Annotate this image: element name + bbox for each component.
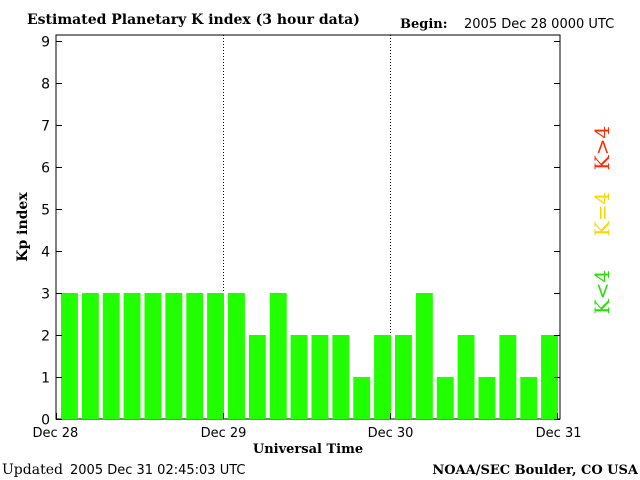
bar-12 xyxy=(311,335,329,419)
legend-item-2: K<4 xyxy=(590,270,614,314)
bar-5 xyxy=(165,293,183,419)
source-credit: NOAA/SEC Boulder, CO USA xyxy=(432,463,639,478)
bar-11 xyxy=(290,335,308,419)
y-axis-ticks: 0 1 2 3 4 5 6 7 8 9 xyxy=(41,35,560,429)
x-tick-label-0: Dec 28 xyxy=(33,426,79,441)
y-axis-label: Kp index xyxy=(15,192,31,262)
bar-4 xyxy=(144,293,162,419)
y-tick-label-2: 2 xyxy=(41,329,50,345)
bar-7 xyxy=(207,293,224,419)
bar-2 xyxy=(102,293,120,419)
x-axis-ticks: Dec 28 Dec 29 Dec 30 Dec 31 xyxy=(33,413,582,441)
y-tick-label-7: 7 xyxy=(41,119,50,135)
y-tick-label-1: 1 xyxy=(41,371,50,387)
legend-item-0: K>4 xyxy=(590,126,614,170)
y-tick-label-5: 5 xyxy=(41,203,50,219)
bar-1 xyxy=(81,293,99,419)
bar-23 xyxy=(541,335,558,419)
begin-value: 2005 Dec 28 0000 UTC xyxy=(464,17,614,32)
y-tick-label-6: 6 xyxy=(41,161,50,177)
x-tick-label-2: Dec 30 xyxy=(368,426,414,441)
y-tick-label-0: 0 xyxy=(41,413,50,429)
updated-label: Updated xyxy=(2,462,63,478)
bar-15 xyxy=(374,335,391,419)
bar-8 xyxy=(228,293,245,419)
y-tick-label-8: 8 xyxy=(41,77,50,93)
y-tick-label-9: 9 xyxy=(41,35,50,51)
begin-label: Begin: xyxy=(400,17,448,32)
bars xyxy=(61,293,558,419)
bar-19 xyxy=(457,335,475,419)
updated-value: 2005 Dec 31 02:45:03 UTC xyxy=(70,463,245,478)
bar-10 xyxy=(269,293,287,419)
bar-16 xyxy=(395,335,412,419)
y-tick-label-4: 4 xyxy=(41,245,50,261)
x-tick-label-3: Dec 31 xyxy=(536,426,582,441)
bar-3 xyxy=(123,293,141,419)
bar-13 xyxy=(332,335,350,419)
legend: K>4 K=4 K<4 xyxy=(590,126,614,314)
bar-22 xyxy=(520,377,538,419)
chart-title: Estimated Planetary K index (3 hour data… xyxy=(27,12,360,28)
x-tick-label-1: Dec 29 xyxy=(201,426,247,441)
bar-9 xyxy=(248,335,266,419)
y-tick-label-3: 3 xyxy=(41,287,50,303)
bar-18 xyxy=(436,377,454,419)
bar-20 xyxy=(478,377,496,419)
bar-17 xyxy=(415,293,433,419)
day-dividers xyxy=(223,35,391,419)
x-axis-label: Universal Time xyxy=(253,442,363,457)
bar-14 xyxy=(353,377,371,419)
bar-0 xyxy=(61,293,78,419)
bar-21 xyxy=(499,335,517,419)
legend-item-1: K=4 xyxy=(590,192,614,236)
bar-6 xyxy=(186,293,204,419)
